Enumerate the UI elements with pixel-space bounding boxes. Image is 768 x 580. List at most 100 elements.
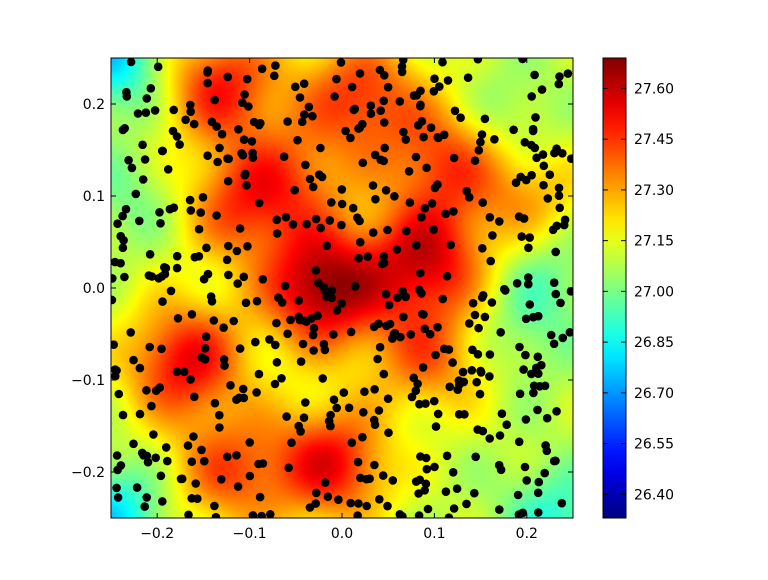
scatter-point (332, 403, 342, 413)
scatter-point (114, 389, 124, 399)
scatter-point (186, 375, 195, 384)
scatter-point (362, 501, 372, 511)
x-tick-label: 0.2 (516, 526, 538, 542)
scatter-point (157, 344, 166, 354)
scatter-point (172, 367, 182, 377)
scatter-point (397, 67, 407, 77)
scatter-point (519, 214, 529, 223)
scatter-point (383, 394, 393, 404)
scatter-point (312, 488, 321, 498)
scatter-point (485, 350, 495, 359)
scatter-point (175, 140, 184, 149)
scatter-point (379, 369, 389, 379)
scatter-point (416, 268, 425, 278)
scatter-point (235, 224, 245, 233)
scatter-point (198, 193, 208, 202)
scatter-point (379, 258, 389, 268)
scatter-point (476, 368, 486, 377)
scatter-point (172, 251, 182, 261)
scatter-point (539, 161, 549, 171)
colorbar-tick-label: 26.85 (634, 335, 674, 351)
scatter-point (421, 479, 431, 489)
scatter-point (201, 332, 211, 342)
scatter-point (422, 464, 432, 474)
scatter-point (327, 198, 336, 207)
scatter-point (138, 175, 148, 184)
scatter-point (254, 369, 264, 379)
scatter-point (356, 473, 365, 483)
scatter-point (329, 330, 338, 339)
scatter-point (277, 298, 287, 307)
scatter-point (533, 352, 543, 362)
scatter-point (111, 340, 118, 349)
scatter-point (137, 448, 147, 458)
scatter-point (245, 471, 255, 481)
scatter-point (111, 257, 120, 267)
scatter-point (480, 312, 490, 322)
scatter-point (346, 498, 356, 508)
scatter-point (472, 377, 482, 387)
scatter-point (252, 388, 261, 397)
scatter-point (165, 204, 175, 214)
scatter-point (223, 176, 233, 186)
scatter-point (442, 271, 452, 281)
scatter-point (133, 109, 143, 118)
scatter-point (153, 62, 163, 72)
scatter-point (383, 225, 392, 235)
scatter-point (346, 327, 356, 337)
scatter-point (540, 468, 549, 478)
scatter-point (522, 476, 531, 485)
scatter-point (224, 241, 233, 251)
scatter-point (120, 124, 129, 133)
scatter-point (551, 289, 561, 299)
scatter-point (279, 152, 289, 161)
scatter-point (379, 252, 389, 261)
scatter-point (314, 170, 324, 179)
scatter-point (396, 332, 405, 342)
scatter-point (217, 129, 227, 139)
scatter-point (313, 311, 322, 321)
scatter-point (124, 155, 133, 165)
scatter-point (474, 146, 484, 155)
scatter-point (122, 87, 131, 97)
scatter-point (337, 199, 347, 209)
scatter-point (281, 212, 291, 222)
scatter-point (234, 125, 243, 134)
scatter-point (297, 117, 307, 127)
scatter-point (426, 123, 436, 132)
scatter-point (381, 289, 391, 299)
colorbar-tick-label: 27.15 (634, 234, 674, 250)
scatter-point (295, 93, 305, 102)
scatter-point (220, 361, 229, 370)
scatter-point (329, 395, 339, 405)
scatter-point (143, 457, 153, 467)
scatter-point (413, 121, 423, 130)
scatter-point (332, 74, 341, 84)
scatter-point (290, 185, 300, 195)
scatter-point (270, 379, 280, 389)
scatter-point (291, 82, 300, 92)
scatter-point (135, 363, 145, 373)
x-tick-label: −0.1 (233, 526, 267, 542)
scatter-point (286, 315, 295, 325)
scatter-point (533, 405, 542, 415)
scatter-point (515, 342, 524, 352)
scatter-point (283, 117, 292, 126)
scatter-point (135, 409, 145, 419)
scatter-point (196, 208, 205, 217)
scatter-point (212, 122, 221, 131)
scatter-point (420, 324, 430, 334)
scatter-point (190, 252, 200, 262)
scatter-point (257, 511, 266, 518)
scatter-point (240, 90, 249, 99)
scatter-point (439, 130, 449, 140)
scatter-point (399, 312, 408, 322)
scatter-point (554, 191, 564, 200)
scatter-point (118, 243, 128, 253)
scatter-point (380, 143, 390, 153)
scatter-point (379, 156, 389, 166)
scatter-point (360, 387, 369, 397)
scatter-point (468, 298, 478, 308)
scatter-point (470, 310, 480, 320)
scatter-point (233, 482, 243, 491)
